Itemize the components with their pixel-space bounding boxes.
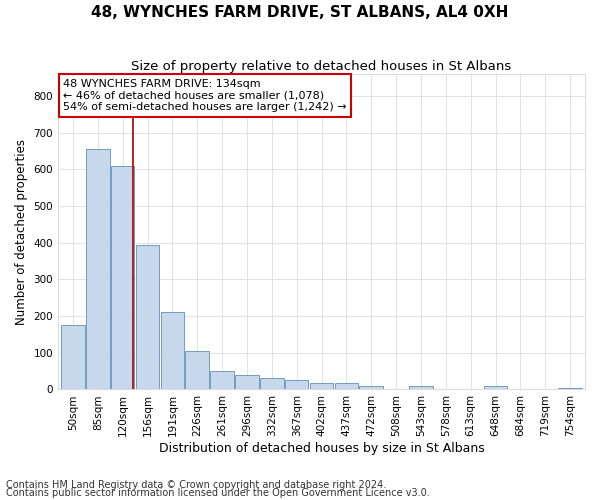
Text: 48, WYNCHES FARM DRIVE, ST ALBANS, AL4 0XH: 48, WYNCHES FARM DRIVE, ST ALBANS, AL4 0… bbox=[91, 5, 509, 20]
Bar bbox=[285, 380, 308, 390]
Bar bbox=[210, 371, 234, 390]
X-axis label: Distribution of detached houses by size in St Albans: Distribution of detached houses by size … bbox=[158, 442, 484, 455]
Bar bbox=[310, 383, 334, 390]
Bar bbox=[185, 351, 209, 390]
Y-axis label: Number of detached properties: Number of detached properties bbox=[15, 139, 28, 325]
Text: Contains HM Land Registry data © Crown copyright and database right 2024.: Contains HM Land Registry data © Crown c… bbox=[6, 480, 386, 490]
Bar bbox=[409, 386, 433, 390]
Bar bbox=[359, 386, 383, 390]
Bar bbox=[335, 383, 358, 390]
Text: 48 WYNCHES FARM DRIVE: 134sqm
← 46% of detached houses are smaller (1,078)
54% o: 48 WYNCHES FARM DRIVE: 134sqm ← 46% of d… bbox=[64, 79, 347, 112]
Bar bbox=[111, 166, 134, 390]
Bar bbox=[61, 326, 85, 390]
Bar bbox=[235, 375, 259, 390]
Text: Contains public sector information licensed under the Open Government Licence v3: Contains public sector information licen… bbox=[6, 488, 430, 498]
Bar bbox=[260, 378, 284, 390]
Title: Size of property relative to detached houses in St Albans: Size of property relative to detached ho… bbox=[131, 60, 512, 73]
Bar bbox=[161, 312, 184, 390]
Bar bbox=[86, 150, 110, 390]
Bar bbox=[558, 388, 582, 390]
Bar bbox=[484, 386, 508, 390]
Bar bbox=[136, 244, 160, 390]
